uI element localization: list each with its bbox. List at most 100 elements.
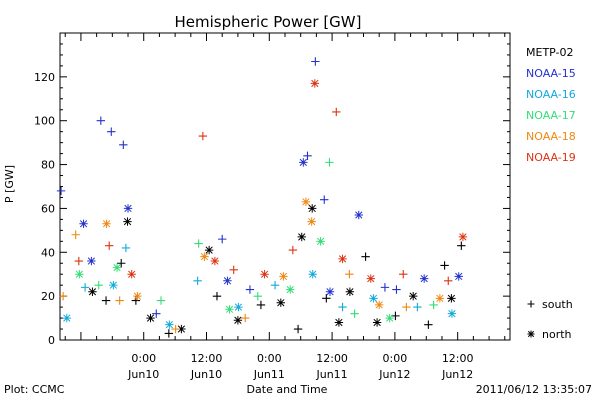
- data-point-north: [109, 280, 118, 290]
- data-point-south: [241, 313, 250, 323]
- y-tick-label: 120: [34, 71, 55, 84]
- data-point-north: [310, 79, 320, 88]
- x-tick-time-label: 0:00: [383, 352, 408, 365]
- data-point-south: [256, 300, 266, 310]
- data-point-south: [457, 241, 466, 250]
- marker-legend-label: north: [542, 328, 572, 341]
- legend-entry: METP-02: [526, 46, 574, 59]
- x-tick-date-label: Jun11: [253, 368, 285, 381]
- data-point-south: [311, 57, 320, 66]
- data-point-south: [429, 300, 438, 310]
- data-point-south: [171, 324, 180, 334]
- data-point-south: [198, 131, 208, 141]
- marker-legend-symbol: [527, 300, 535, 308]
- data-point-north: [385, 313, 394, 323]
- data-point-south: [115, 296, 124, 305]
- data-point-north: [225, 305, 234, 314]
- data-point-south: [156, 296, 166, 305]
- data-point-north: [79, 219, 88, 228]
- data-point-north: [146, 313, 155, 323]
- x-tick-date-label: Jun10: [190, 368, 222, 381]
- data-points: [56, 57, 468, 338]
- data-point-south: [58, 291, 68, 301]
- data-point-south: [440, 261, 449, 270]
- data-point-south: [332, 107, 341, 117]
- data-point-south: [218, 234, 227, 244]
- data-point-north: [75, 270, 84, 279]
- y-tick-label: 40: [41, 246, 55, 259]
- x-tick-time-label: 0:00: [131, 352, 156, 365]
- data-point-north: [372, 318, 382, 327]
- marker-legend-label: south: [542, 298, 573, 311]
- x-axis-label: Date and Time: [247, 383, 328, 396]
- data-point-north: [458, 232, 468, 242]
- data-point-north: [408, 291, 418, 301]
- legend-entry: NOAA-16: [526, 88, 576, 101]
- data-point-south: [229, 265, 238, 275]
- x-tick-time-label: 0:00: [257, 352, 282, 365]
- x-tick-time-label: 12:00: [442, 352, 474, 365]
- data-point-south: [350, 309, 359, 318]
- data-point-north: [447, 309, 457, 318]
- data-point-north: [177, 324, 186, 334]
- x-tick-date-label: Jun12: [441, 368, 473, 381]
- y-axis-ticks: 0 20 40 60 80 100 120: [34, 32, 510, 347]
- data-point-south: [424, 320, 433, 329]
- y-tick-label: 80: [41, 159, 55, 172]
- marker-legend-symbol: [527, 330, 535, 338]
- data-point-north: [87, 256, 96, 266]
- marker-legend: south north: [527, 298, 573, 341]
- data-point-north: [307, 217, 316, 226]
- data-point-south: [325, 158, 334, 167]
- x-tick-time-label: 12:00: [316, 352, 348, 365]
- data-point-north: [204, 245, 214, 255]
- y-tick-label: 0: [48, 334, 55, 347]
- data-point-north: [210, 256, 220, 266]
- legend-entry: NOAA-15: [526, 67, 576, 80]
- data-point-north: [127, 270, 136, 279]
- plot-frame: [59, 32, 511, 341]
- plot-timestamp: 2011/06/12 13:35:07: [476, 383, 592, 396]
- x-tick-date-label: Jun10: [127, 368, 159, 381]
- y-tick-label: 60: [41, 202, 55, 215]
- chart-title: Hemispheric Power [GW]: [175, 13, 362, 31]
- data-point-north: [165, 320, 174, 329]
- data-point-north: [133, 291, 142, 301]
- y-tick-label: 100: [34, 115, 55, 128]
- data-point-south: [322, 294, 331, 303]
- x-tick-date-label: Jun12: [378, 368, 410, 381]
- data-point-north: [308, 204, 317, 213]
- data-point-north: [369, 294, 378, 303]
- data-point-north: [435, 294, 445, 303]
- data-point-south: [253, 291, 262, 301]
- data-point-south: [380, 283, 390, 292]
- data-point-north: [279, 272, 288, 281]
- data-point-north: [308, 270, 317, 279]
- data-point-south: [361, 252, 370, 261]
- data-point-south: [96, 116, 106, 125]
- y-tick-label: 20: [41, 290, 55, 303]
- data-point-north: [366, 274, 376, 283]
- data-point-south: [71, 230, 80, 239]
- data-point-north: [299, 158, 308, 167]
- data-point-north: [301, 197, 311, 207]
- data-point-south: [94, 280, 103, 290]
- data-point-north: [123, 204, 133, 213]
- plot-credit: Plot: CCMC: [4, 383, 65, 396]
- data-point-south: [194, 239, 203, 248]
- x-axis-ticks: 0:00 Jun10 12:00 Jun10 0:00 Jun11 12:00 Jun11 0:…: [64, 33, 506, 381]
- data-point-north: [454, 272, 463, 281]
- data-point-south: [338, 302, 347, 312]
- data-point-south: [345, 270, 354, 279]
- data-point-north: [338, 254, 347, 264]
- data-point-north: [419, 274, 429, 283]
- data-point-south: [402, 302, 411, 312]
- data-point-south: [107, 127, 116, 136]
- data-point-north: [223, 276, 232, 285]
- data-point-south: [293, 324, 303, 334]
- data-point-north: [88, 287, 97, 296]
- x-tick-time-label: 12:00: [191, 352, 223, 365]
- data-point-north: [200, 252, 209, 261]
